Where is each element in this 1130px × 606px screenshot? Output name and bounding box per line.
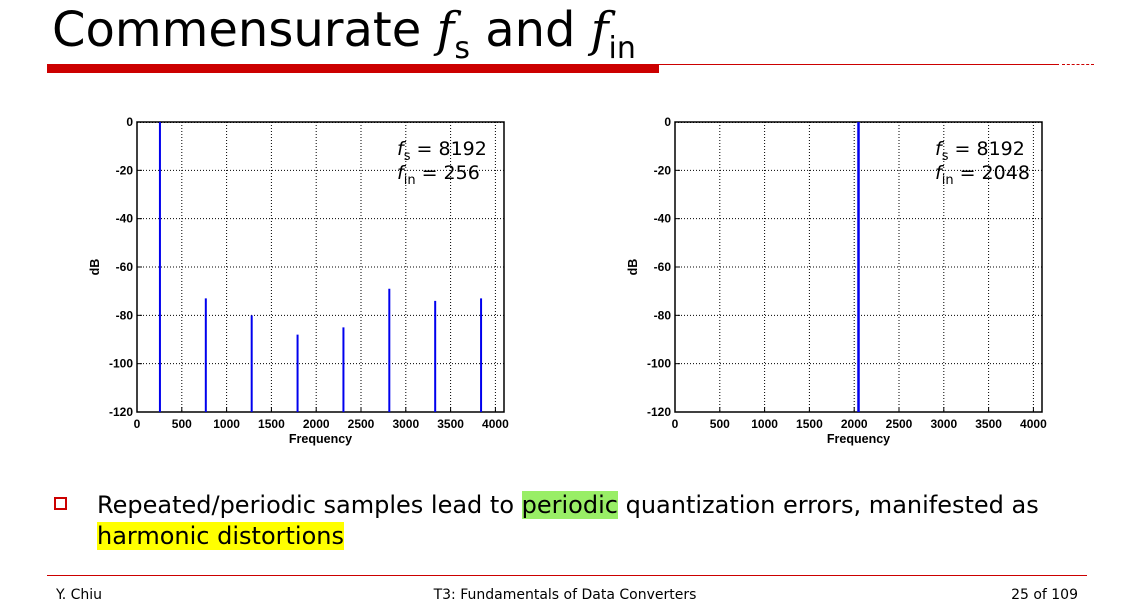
y-axis-label: dB [88, 259, 102, 276]
x-tick-label: 2500 [348, 417, 375, 431]
footer-course: T3: Fundamentals of Data Converters [433, 587, 697, 603]
x-tick-label: 3500 [975, 417, 1002, 431]
x-tick-label: 3500 [437, 417, 464, 431]
highlight-periodic: periodic [521, 491, 618, 519]
annotation-fin-value: = 256 [416, 162, 480, 184]
spectrum-plot-left: 0 500 1000 1500 2000 2500 3000 3500 4000 0 -20 -40 -… [88, 115, 509, 446]
annotation-fs-subscript: s [404, 149, 411, 164]
y-axis-label: dB [626, 259, 640, 276]
annotation-fin-subscript: in [942, 173, 954, 188]
bullet-mid: quantization errors, manifested as [617, 491, 1039, 519]
bullet-square-icon [54, 497, 67, 510]
annotation-fin-value: = 2048 [954, 162, 1030, 184]
footer-page-number: 25 of 109 [1011, 587, 1078, 603]
title-text: Commensurate [52, 2, 437, 58]
y-tick-label: -100 [647, 357, 671, 371]
annotation-fs-symbol: f [935, 138, 945, 160]
y-tick-label: -100 [109, 357, 133, 371]
x-tick-label: 500 [710, 417, 730, 431]
x-tick-label: 500 [172, 417, 192, 431]
x-tick-label: 2000 [303, 417, 330, 431]
annotation-fin-subscript: in [404, 173, 416, 188]
y-tick-label: -40 [116, 212, 134, 226]
y-tick-label: -80 [654, 308, 672, 322]
footer-rule [47, 575, 1087, 576]
annotation-fin-symbol: f [935, 162, 945, 184]
annotation-fin-symbol: f [397, 162, 407, 184]
annotation-fs-subscript: s [942, 149, 949, 164]
x-tick-label: 2000 [841, 417, 868, 431]
annotation-fin: fin = 256 [397, 162, 480, 188]
x-tick-label: 3000 [930, 417, 957, 431]
x-tick-label: 4000 [1020, 417, 1047, 431]
annotation-fs-symbol: f [397, 138, 407, 160]
slide-title: Commensurate fs and fin [52, 2, 636, 64]
x-tick-label: 0 [134, 417, 141, 431]
x-tick-label: 1000 [213, 417, 240, 431]
title-fin-subscript: in [608, 31, 636, 66]
annotation-fs-value: = 8192 [410, 138, 486, 160]
y-tick-label: -120 [647, 405, 671, 419]
annotation-fin: fin = 2048 [935, 162, 1030, 188]
title-fin-symbol: f [590, 2, 609, 58]
x-tick-label: 1500 [796, 417, 823, 431]
y-tick-label: -20 [116, 163, 134, 177]
y-tick-label: -120 [109, 405, 133, 419]
title-fs-symbol: f [436, 2, 455, 58]
annotation-fs-value: = 8192 [948, 138, 1024, 160]
annotation-fs: fs = 8192 [935, 138, 1025, 164]
bullet-pre: Repeated/periodic samples lead to [97, 491, 522, 519]
bullet-text: Repeated/periodic samples lead to period… [97, 490, 1097, 552]
annotation-fs: fs = 8192 [397, 138, 487, 164]
highlight-harmonic-distortions: harmonic distortions [97, 522, 344, 550]
title-and: and [469, 2, 591, 58]
title-underline-thick [47, 64, 659, 73]
y-tick-label: 0 [126, 115, 133, 129]
x-tick-label: 1500 [258, 417, 285, 431]
x-tick-label: 3000 [392, 417, 419, 431]
y-tick-label: -40 [654, 212, 672, 226]
x-tick-label: 1000 [751, 417, 778, 431]
x-tick-label: 4000 [482, 417, 509, 431]
footer-author: Y. Chiu [56, 587, 103, 603]
x-axis-label: Frequency [827, 432, 890, 446]
x-tick-label: 2500 [886, 417, 913, 431]
x-tick-label: 0 [672, 417, 679, 431]
y-tick-label: 0 [664, 115, 671, 129]
x-axis-label: Frequency [289, 432, 352, 446]
title-fs-subscript: s [454, 31, 470, 66]
y-tick-label: -60 [654, 260, 672, 274]
y-tick-label: -60 [116, 260, 134, 274]
title-underline-dash [1062, 64, 1094, 65]
title-underline-thin [659, 64, 1059, 65]
y-tick-label: -80 [116, 308, 134, 322]
spectrum-plot-right: 0 500 1000 1500 2000 2500 3000 3500 4000 0 -20 -40 -… [626, 115, 1047, 446]
y-tick-label: -20 [654, 163, 672, 177]
